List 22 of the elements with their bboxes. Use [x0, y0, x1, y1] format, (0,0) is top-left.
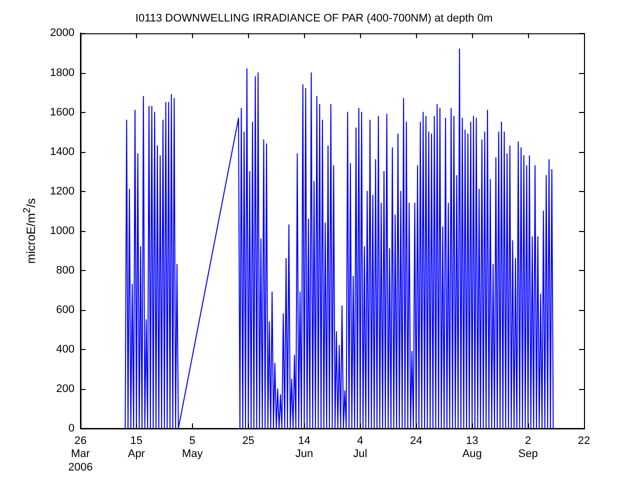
x-tick-label: 25 — [242, 435, 254, 448]
x-tick-label: 14 Jun — [295, 435, 314, 460]
y-tick-label: 1600 — [50, 106, 74, 118]
y-tick-label: 200 — [56, 382, 74, 395]
x-tick-label: 2 Sep — [518, 435, 538, 460]
x-tick-label: 13 Aug — [462, 435, 482, 460]
x-tick-label: 22 — [578, 435, 590, 448]
y-tick-label: 400 — [56, 343, 74, 356]
x-tick-label: 24 — [410, 435, 422, 448]
x-tick-label: 26 Mar 2006 — [68, 435, 93, 474]
chart-title: I0113 DOWNWELLING IRRADIANCE OF PAR (400-700NM) at depth 0m — [135, 12, 493, 25]
y-tick-label: 1800 — [50, 66, 74, 79]
x-tick-label: 5 May — [182, 435, 204, 460]
y-tick-label: 1200 — [50, 185, 74, 198]
y-tick-label: 2000 — [50, 27, 74, 40]
y-tick-label: 0 — [68, 422, 74, 434]
y-tick-label: 800 — [56, 264, 74, 276]
y-tick-label: 1400 — [50, 146, 74, 158]
x-tick-label: 4 Jul — [353, 435, 368, 460]
x-tick-label: 15 Apr — [128, 435, 146, 460]
y-tick-label: 1000 — [50, 224, 74, 237]
y-tick-label: 600 — [56, 304, 74, 316]
